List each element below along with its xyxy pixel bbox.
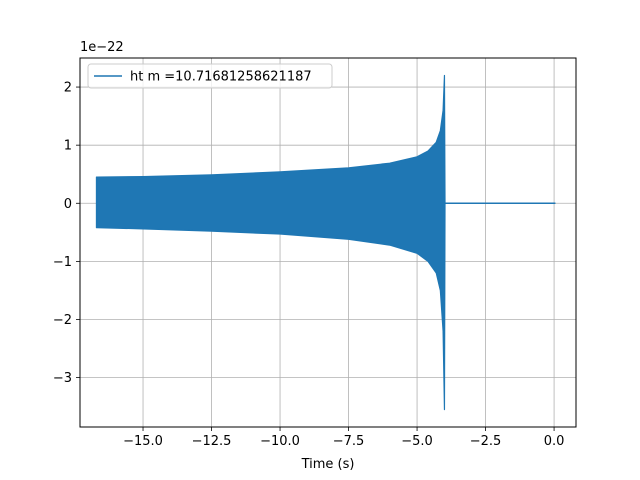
y-tick-label: −2 [53, 313, 72, 328]
y-offset-label: 1e−22 [80, 40, 124, 55]
x-tick-label: −7.5 [333, 434, 365, 449]
x-tick-label: 0.0 [544, 434, 565, 449]
y-tick-label: 1 [64, 139, 72, 154]
y-tick-label: 2 [64, 81, 72, 96]
legend-entry-label: ht m =10.71681258621187 [130, 70, 312, 85]
x-tick-label: −10.0 [260, 434, 300, 449]
y-tick-label: −1 [53, 255, 72, 270]
y-tick-label: −3 [53, 371, 72, 386]
x-axis-title: Time (s) [301, 457, 355, 472]
axes-frame [79, 57, 577, 428]
plot-area [95, 74, 556, 411]
grid-lines [80, 58, 576, 427]
waveform-envelope [95, 74, 446, 411]
x-tick-label: −5.0 [401, 434, 433, 449]
legend: ht m =10.71681258621187 [87, 63, 333, 89]
x-tick-label: −12.5 [192, 434, 232, 449]
y-tick-label: 0 [64, 197, 72, 212]
y-axis-ticks: −3 −2 −1 0 1 2 [53, 81, 80, 386]
x-tick-label: −2.5 [470, 434, 502, 449]
x-tick-label: −15.0 [123, 434, 163, 449]
x-axis-ticks: −15.0 −12.5 −10.0 −7.5 −5.0 −2.5 0.0 [123, 427, 564, 449]
legend-box [87, 63, 333, 89]
